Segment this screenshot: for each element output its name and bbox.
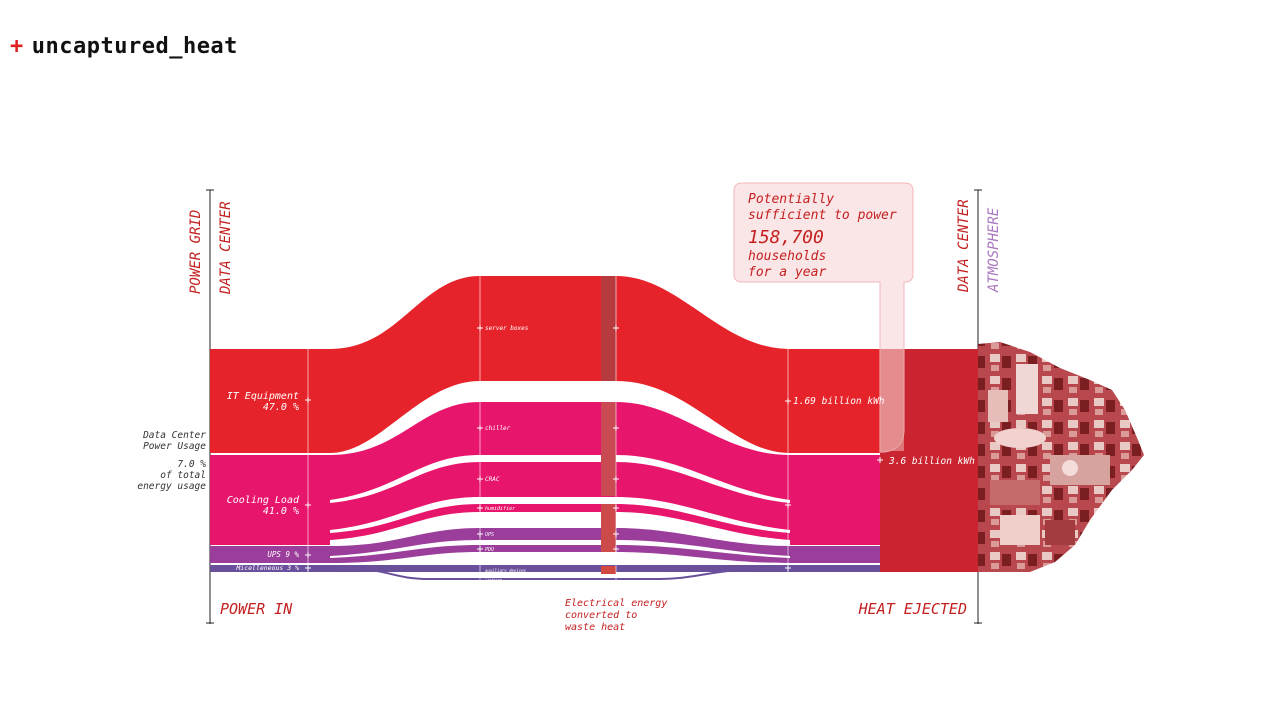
axis-label-power-in: POWER IN (220, 600, 293, 618)
plus-marker (305, 397, 311, 403)
label-cooling-percent: 41.0 % (263, 506, 299, 517)
page-title-text: uncaptured_heat (31, 34, 238, 59)
plus-marker (477, 476, 483, 482)
note-share-line1: 7.0 % (177, 459, 206, 470)
label-server-boxes: server boxes (485, 325, 529, 332)
page-title: + uncaptured_heat (10, 34, 238, 59)
plus-marker (785, 398, 791, 404)
callout-line2: sufficient to power (748, 208, 897, 223)
conversion-column-misc (601, 566, 616, 574)
flow-misc-aux (329, 566, 791, 572)
gap-crac-humidifier (330, 497, 790, 533)
label-crac: CRAC (485, 476, 500, 483)
label-aux: auxiliary devices (485, 568, 527, 573)
axis-label-heat-ejected: HEAT EJECTED (858, 600, 967, 618)
axis-label-data-center-left: DATA CENTER (218, 201, 234, 295)
plus-marker (877, 457, 883, 463)
cooling-bottom-band-right (790, 536, 880, 545)
caption-line3: waste heat (565, 622, 625, 633)
city-image (978, 342, 1144, 572)
gap-ups-pdu (330, 540, 790, 558)
label-ups: UPS 9 % (267, 550, 299, 559)
label-lighting: lighting (485, 578, 502, 582)
gap-chiller-crac (330, 455, 790, 503)
plus-marker (477, 505, 483, 511)
plus-marker (613, 531, 619, 537)
city-block-2 (990, 480, 1040, 505)
city-block-1 (1050, 455, 1110, 485)
note-share-line3: energy usage (137, 481, 206, 492)
label-kwh-total: 3.6 billion kWh (888, 456, 975, 467)
plus-marker (613, 546, 619, 552)
callout-number: 158,700 (748, 227, 824, 248)
note-usage-line2: Power Usage (143, 441, 206, 452)
caption-line1: Electrical energy (565, 598, 667, 609)
axis-label-atmosphere: ATMOSPHERE (986, 207, 1002, 293)
conversion-column-low (601, 504, 616, 552)
callout-line1: Potentially (748, 192, 834, 207)
plus-marker (305, 552, 311, 558)
plus-marker (477, 531, 483, 537)
plus-markers (305, 325, 883, 571)
flow-misc-lighting (339, 567, 791, 580)
label-kwh-it: 1.69 billion kWh (793, 396, 885, 407)
label-misc: Micelleneous 3 % (235, 564, 299, 572)
callout-line4: for a year (748, 265, 826, 280)
plus-marker (305, 502, 311, 508)
cooling-bottom-band (210, 536, 330, 545)
plus-marker (613, 425, 619, 431)
plus-marker (477, 425, 483, 431)
label-it-percent: 47.0 % (263, 402, 299, 413)
city-dome (1062, 460, 1078, 476)
caption-line2: converted to (565, 610, 637, 621)
city-tower-2 (988, 390, 1008, 422)
flow-it-equipment (210, 276, 880, 453)
note-share-line2: of total (160, 470, 206, 481)
plus-marker (477, 546, 483, 552)
label-pdu: PDU (485, 547, 494, 553)
plus-icon: + (10, 34, 24, 59)
flow-cooling-load (210, 402, 880, 545)
plus-marker (785, 502, 791, 508)
conversion-column-cooling (601, 402, 616, 496)
axis-label-power-grid: POWER GRID (188, 210, 204, 294)
label-cooling-load: Cooling Load (227, 495, 300, 506)
label-chiller: chiller (485, 425, 511, 432)
note-usage-line1: Data Center (142, 430, 206, 441)
label-ups-middle: UPS (485, 532, 494, 538)
label-it-equipment: IT Equipment (227, 391, 299, 402)
plus-marker (613, 476, 619, 482)
city-dome-building (994, 428, 1046, 448)
conversion-column (601, 276, 616, 381)
plus-marker (477, 325, 483, 331)
city-block-3 (1000, 515, 1040, 545)
label-humidifier: humidifier (485, 506, 515, 512)
plus-marker (613, 505, 619, 511)
callout-tail-fill (880, 349, 904, 451)
callout-line3: households (748, 249, 826, 264)
city-tower-1 (1016, 364, 1038, 414)
plus-marker (785, 565, 791, 571)
plus-marker (305, 565, 311, 571)
plus-marker (613, 325, 619, 331)
city-block-4 (1045, 520, 1075, 545)
axis-label-data-center-right: DATA CENTER (956, 199, 972, 293)
